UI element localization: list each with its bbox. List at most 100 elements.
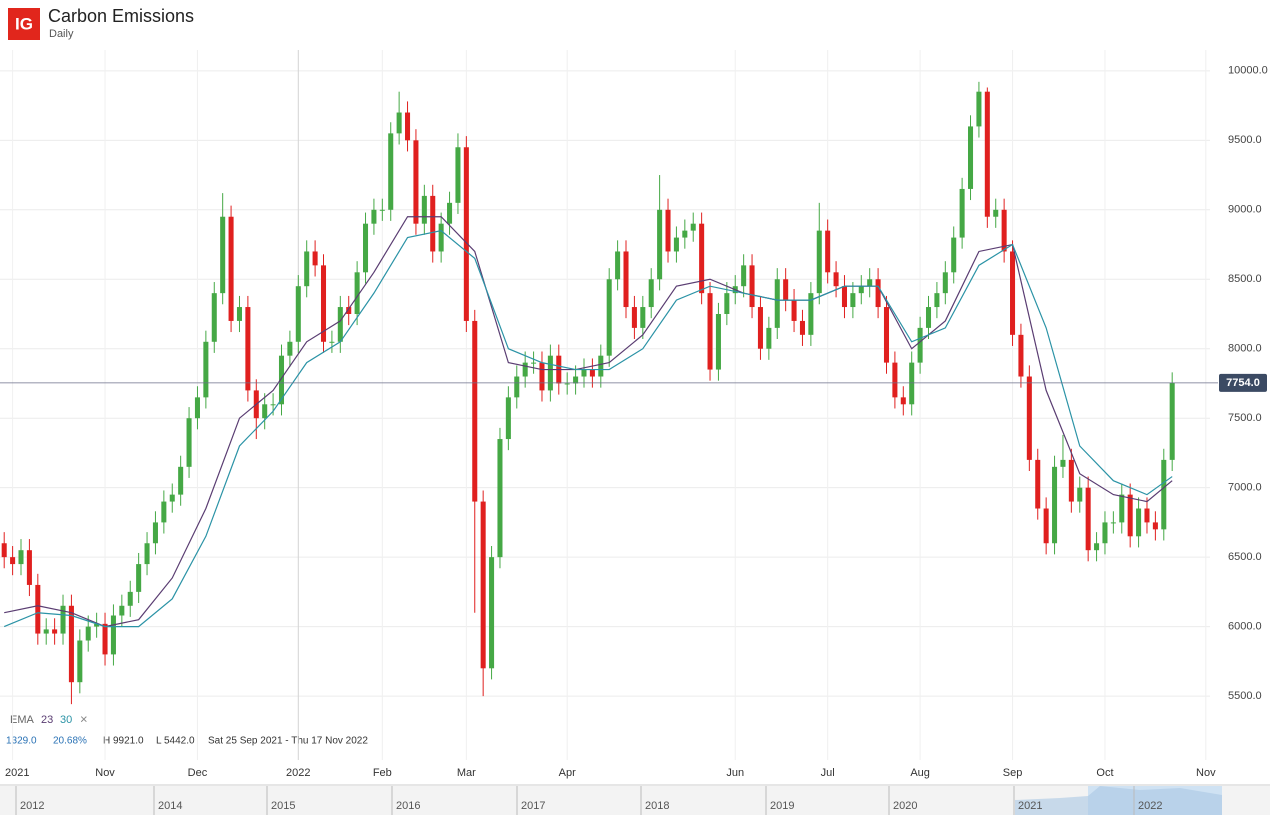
candle-body	[816, 230, 822, 294]
candle-body	[455, 147, 461, 203]
candle-body	[438, 223, 444, 252]
candle-body	[10, 557, 16, 565]
candle-body	[606, 279, 612, 356]
x-tick-label: Apr	[559, 767, 576, 779]
candle-body	[463, 147, 469, 321]
candle-body	[329, 341, 335, 343]
candle-body	[77, 640, 83, 683]
candle-body	[934, 293, 940, 308]
candle-body	[1010, 251, 1016, 335]
ema-line	[4, 216, 1173, 628]
candle-body	[194, 397, 200, 419]
candle-body	[531, 362, 537, 364]
candle-body	[640, 307, 646, 328]
last-price-label: 7754.0	[1226, 377, 1260, 389]
y-tick-label: 7500.0	[1228, 412, 1262, 424]
indicator-name: EMA	[10, 714, 35, 726]
candle-body	[1161, 459, 1167, 530]
candle-body	[245, 307, 251, 391]
remove-indicator[interactable]: ×	[80, 711, 88, 726]
candle-body	[1127, 494, 1133, 537]
candle-body	[228, 216, 234, 321]
y-tick-label: 9500.0	[1228, 134, 1262, 146]
navigator-year: 2017	[521, 800, 545, 812]
candle-body	[472, 320, 478, 502]
candle-body	[1026, 376, 1032, 460]
candle-body	[993, 209, 999, 217]
x-tick-label: 2021	[5, 767, 29, 779]
candle-body	[186, 418, 192, 467]
candle-body	[968, 126, 974, 189]
candle-body	[497, 439, 503, 558]
candle-body	[1018, 334, 1024, 377]
candle-body	[648, 279, 654, 308]
candle-body	[52, 629, 58, 634]
candle-body	[690, 223, 696, 231]
candle-body	[1085, 487, 1091, 551]
candle-body	[68, 605, 74, 683]
candle-body	[875, 279, 881, 308]
candle-body	[270, 404, 276, 406]
navigator-year: 2014	[158, 800, 182, 812]
x-tick-label: Nov	[95, 767, 115, 779]
date-range: Sat 25 Sep 2021 - Thu 17 Nov 2022	[208, 736, 368, 747]
high: H 9921.0	[103, 736, 144, 747]
candle-body	[320, 265, 327, 342]
x-tick-label: Jun	[726, 767, 744, 779]
x-tick-label: Oct	[1096, 767, 1113, 779]
candle-body	[808, 293, 814, 335]
y-tick-label: 10000.0	[1228, 65, 1268, 77]
candle-body	[976, 91, 982, 127]
candle-body	[741, 265, 747, 287]
candle-body	[18, 550, 24, 565]
candle-body	[589, 369, 595, 377]
candle-body	[1144, 508, 1150, 523]
candle-body	[858, 286, 864, 294]
candle-body	[1119, 494, 1125, 523]
change: 1329.0	[6, 736, 37, 747]
y-tick-label: 8000.0	[1228, 343, 1262, 355]
candle-body	[791, 300, 797, 321]
candle-body	[110, 615, 116, 655]
candle-body	[304, 251, 310, 287]
candle-body	[262, 404, 268, 419]
candle-body	[774, 279, 780, 328]
candle-body	[447, 202, 453, 224]
candle-body	[573, 376, 579, 384]
candle-body	[413, 140, 419, 224]
x-tick-label: Sep	[1003, 767, 1023, 779]
candle-body	[287, 341, 293, 356]
candle-body	[1060, 459, 1066, 467]
y-tick-label: 6500.0	[1228, 551, 1262, 563]
candle-body	[152, 522, 158, 544]
candle-body	[715, 313, 721, 370]
logo: IG	[15, 14, 33, 33]
candle-body	[1110, 522, 1116, 524]
candle-body	[522, 362, 528, 377]
candle-body	[388, 133, 394, 210]
candle-body	[581, 369, 587, 377]
x-tick-label: Mar	[457, 767, 476, 779]
candle-body	[1043, 508, 1049, 544]
candle-body	[1094, 543, 1100, 551]
candle-body	[673, 237, 679, 252]
last-price-tag	[1219, 373, 1267, 392]
candle-body	[615, 251, 621, 280]
candle-body	[60, 605, 66, 634]
candle-body	[295, 286, 301, 342]
candle-body	[1001, 209, 1007, 252]
candle-body	[850, 293, 856, 308]
low: L 5442.0	[156, 736, 195, 747]
x-tick-label: Jul	[821, 767, 835, 779]
candle-body	[942, 272, 948, 294]
navigator-year: 2015	[271, 800, 295, 812]
ema-line	[3, 229, 1173, 628]
navigator-year: 2016	[396, 800, 420, 812]
candle-body	[925, 307, 932, 328]
candle-body	[825, 230, 831, 273]
interval: Daily	[49, 28, 74, 40]
candle-body	[799, 320, 805, 335]
y-tick-label: 9000.0	[1228, 204, 1262, 216]
candle-body	[598, 355, 604, 377]
